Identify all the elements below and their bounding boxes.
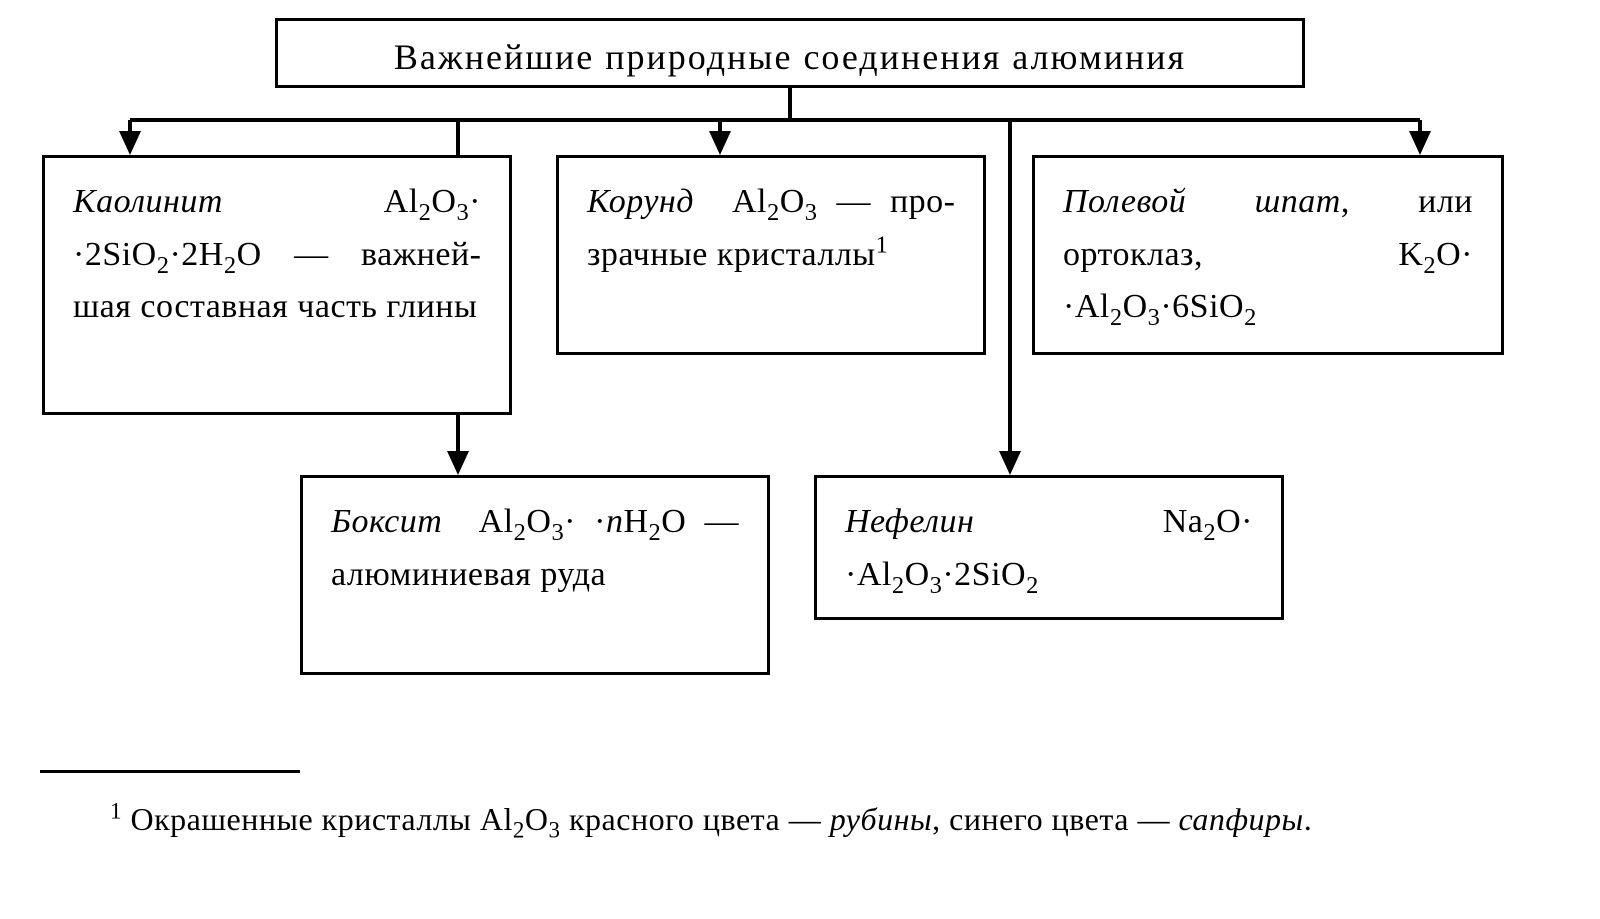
title-text: Важнейшие природные соединения алюминия [394,37,1186,77]
bauxite-content: Боксит Al2O3· ·nH2O — алю­ми­ни­е­вая ру… [331,503,739,593]
kaolinite-content: Каолинит Al2O3· ·2SiO2·2H2O — важ­ней­ша… [73,183,481,325]
node-kaolinite: Каолинит Al2O3· ·2SiO2·2H2O — важ­ней­ша… [42,155,512,415]
node-corundum: Корунд Al2O3 — про­зрач­ные крис­тал­лы1 [556,155,986,355]
node-nepheline: Нефелин Na2O· ·Al2O3·2SiO2 [814,475,1284,620]
node-bauxite: Боксит Al2O3· ·nH2O — алю­ми­ни­е­вая ру… [300,475,770,675]
feldspar-content: Полевой шпат, или ортоклаз, K2O· ·Al2O3·… [1063,183,1473,325]
nepheline-content: Нефелин Na2O· ·Al2O3·2SiO2 [845,503,1253,593]
corundum-content: Корунд Al2O3 — про­зрач­ные крис­тал­лы1 [587,183,955,273]
node-feldspar: Полевой шпат, или ортоклаз, K2O· ·Al2O3·… [1032,155,1504,355]
diagram-stage: Важнейшие природные соединения алюминия … [0,0,1600,919]
footnote-text: 1 Окрашенные кристаллы Al2O3 красного цв… [40,795,1560,843]
title-box: Важнейшие природные соединения алюминия [275,18,1305,88]
footnote-rule [40,770,300,773]
connector-lines [0,0,1600,919]
